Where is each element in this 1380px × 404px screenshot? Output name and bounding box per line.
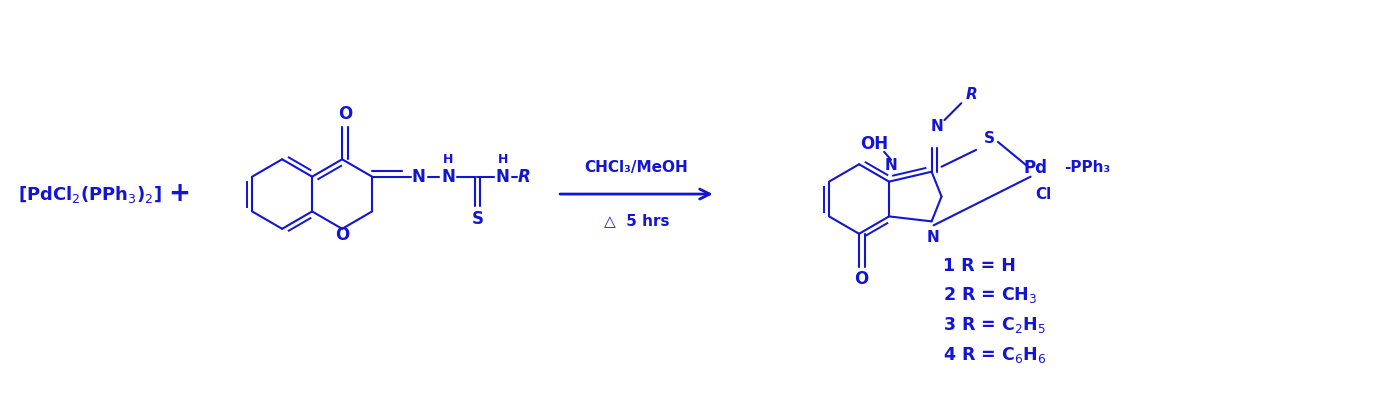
Text: N: N <box>442 168 455 186</box>
Text: R: R <box>966 87 977 102</box>
Text: N: N <box>411 168 425 186</box>
Text: OH: OH <box>860 135 889 153</box>
Text: N: N <box>926 230 938 245</box>
Text: O: O <box>854 270 869 288</box>
Text: 3 R = C$_2$H$_5$: 3 R = C$_2$H$_5$ <box>943 315 1046 335</box>
Text: R: R <box>518 168 531 186</box>
Text: H: H <box>498 153 508 166</box>
Text: Cl: Cl <box>1035 187 1052 202</box>
Text: +: + <box>168 181 190 207</box>
Text: O: O <box>335 226 349 244</box>
Text: H: H <box>443 153 454 166</box>
Text: △  5 hrs: △ 5 hrs <box>603 213 669 228</box>
Text: Pd: Pd <box>1024 159 1047 177</box>
Text: N: N <box>930 118 943 134</box>
Text: O: O <box>338 105 352 122</box>
Text: [PdCl$_2$(PPh$_3$)$_2$]: [PdCl$_2$(PPh$_3$)$_2$] <box>18 183 163 204</box>
Text: CHCl₃/MeOH: CHCl₃/MeOH <box>585 160 689 175</box>
Text: -PPh₃: -PPh₃ <box>1064 160 1110 175</box>
Text: 2 R = CH$_3$: 2 R = CH$_3$ <box>943 285 1038 305</box>
Text: S: S <box>984 131 995 146</box>
Text: S: S <box>472 210 484 228</box>
Text: N: N <box>885 158 897 173</box>
Text: 4 R = C$_6$H$_6$: 4 R = C$_6$H$_6$ <box>943 345 1046 365</box>
Text: N: N <box>495 168 509 186</box>
Text: 1 R = H: 1 R = H <box>943 257 1016 275</box>
